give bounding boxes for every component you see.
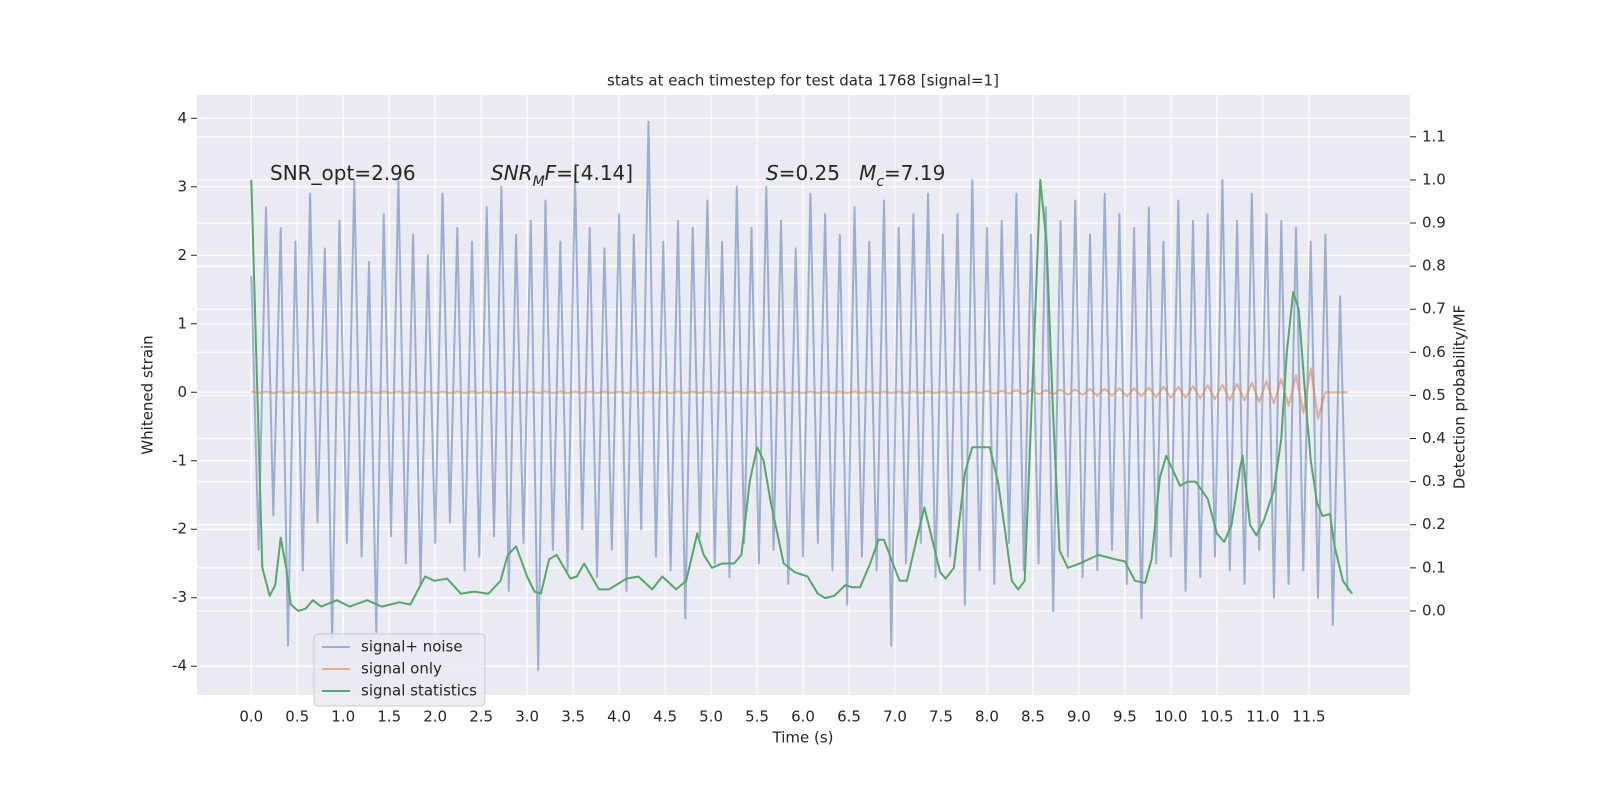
annotation-part: =0.25 bbox=[779, 161, 859, 185]
annotation-part: =7.19 bbox=[884, 161, 945, 185]
y2-tick-label: 0.4 bbox=[1422, 429, 1446, 447]
y-axis-label: Whitened strain bbox=[139, 335, 157, 454]
x-tick-label: 6.5 bbox=[837, 708, 861, 726]
x-tick-label: 4.5 bbox=[653, 708, 677, 726]
annotation-part: SNR_opt=2.96 bbox=[270, 161, 416, 185]
legend-label: signal only bbox=[361, 660, 442, 678]
y2-tick-label: 0.1 bbox=[1422, 558, 1446, 576]
y2-tick-label: 1.1 bbox=[1422, 127, 1446, 145]
y2-tick-label: 1.0 bbox=[1422, 170, 1446, 188]
series-line bbox=[250, 178, 1353, 612]
x-tick-label: 10.5 bbox=[1200, 708, 1233, 726]
series-line bbox=[250, 120, 1349, 671]
y-tick-label: 2 bbox=[177, 246, 187, 264]
y-tick-label: -3 bbox=[172, 588, 187, 606]
annotation: S=0.25 Mc=7.19 bbox=[766, 161, 945, 191]
x-tick-label: 0.0 bbox=[239, 708, 263, 726]
x-tick-label: 2.5 bbox=[469, 708, 493, 726]
legend-label: signal statistics bbox=[361, 682, 477, 700]
y-tick-label: -4 bbox=[172, 657, 187, 675]
x-tick-label: 5.0 bbox=[699, 708, 723, 726]
y2-tick-label: 0.0 bbox=[1422, 601, 1446, 619]
annotation-part: M bbox=[533, 174, 545, 190]
x-tick-label: 3.0 bbox=[515, 708, 539, 726]
y-tick-label: -1 bbox=[172, 451, 187, 469]
x-tick-label: 10.0 bbox=[1154, 708, 1187, 726]
x-tick-label: 11.5 bbox=[1292, 708, 1325, 726]
annotation-part: M bbox=[859, 161, 876, 185]
x-tick-label: 3.5 bbox=[561, 708, 585, 726]
x-tick-label: 7.5 bbox=[929, 708, 953, 726]
x-tick-label: 8.5 bbox=[1021, 708, 1045, 726]
y-tick-label: 3 bbox=[177, 177, 187, 195]
x-tick-label: 9.5 bbox=[1113, 708, 1137, 726]
series-line bbox=[251, 367, 1348, 420]
x-tick-label: 0.5 bbox=[285, 708, 309, 726]
x-axis-label: Time (s) bbox=[772, 729, 834, 747]
x-tick-label: 4.0 bbox=[607, 708, 631, 726]
annotation-part: F bbox=[545, 161, 557, 185]
y-tick-label: 4 bbox=[177, 109, 187, 127]
x-tick-label: 9.0 bbox=[1067, 708, 1091, 726]
y-tick-label: -2 bbox=[172, 520, 187, 538]
y-tick-label: 0 bbox=[177, 383, 187, 401]
x-tick-label: 7.0 bbox=[883, 708, 907, 726]
annotation-part: c bbox=[876, 174, 884, 190]
y2-tick-label: 0.9 bbox=[1422, 214, 1446, 232]
legend-box bbox=[313, 633, 486, 707]
y-tick-label: 1 bbox=[177, 314, 187, 332]
annotation: SNR_opt=2.96 bbox=[270, 161, 416, 185]
y2-tick-label: 0.7 bbox=[1422, 300, 1446, 318]
legend-label: signal+ noise bbox=[361, 638, 463, 656]
annotation-part: =[4.14] bbox=[556, 161, 633, 185]
x-tick-label: 8.0 bbox=[975, 708, 999, 726]
y2-tick-label: 0.5 bbox=[1422, 386, 1446, 404]
annotation-part: SNR bbox=[491, 161, 533, 185]
annotation-part: S bbox=[766, 161, 779, 185]
x-tick-label: 6.0 bbox=[791, 708, 815, 726]
x-tick-label: 11.0 bbox=[1246, 708, 1279, 726]
y2-tick-label: 0.2 bbox=[1422, 515, 1446, 533]
x-tick-label: 2.0 bbox=[423, 708, 447, 726]
chart-title: stats at each timestep for test data 176… bbox=[607, 72, 999, 90]
x-tick-label: 1.0 bbox=[331, 708, 355, 726]
y2-tick-label: 0.8 bbox=[1422, 257, 1446, 275]
y2-tick-label: 0.6 bbox=[1422, 343, 1446, 361]
annotation: SNRMF=[4.14] bbox=[491, 161, 633, 191]
legend: signal+ noise signal only signal statistic… bbox=[313, 633, 486, 707]
y2-axis-label: Detection probability/MF bbox=[1451, 305, 1469, 489]
y2-tick-label: 0.3 bbox=[1422, 472, 1446, 490]
x-tick-label: 1.5 bbox=[377, 708, 401, 726]
x-tick-label: 5.5 bbox=[745, 708, 769, 726]
